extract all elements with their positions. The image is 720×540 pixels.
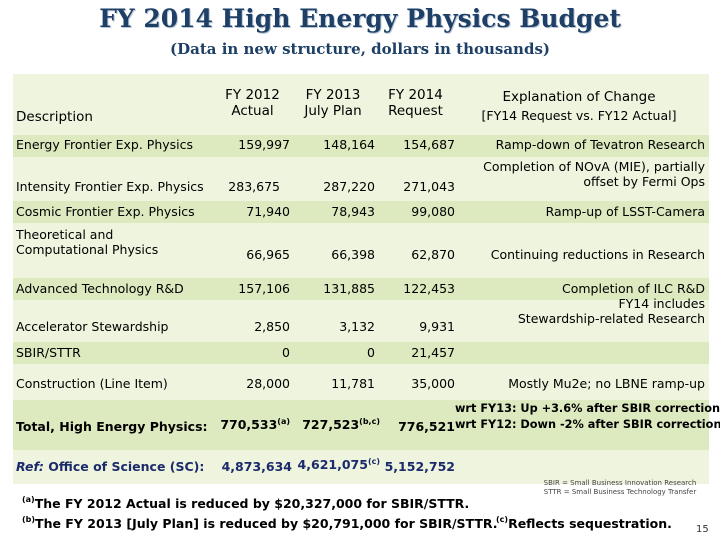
row-stripe-sbir bbox=[13, 342, 709, 364]
row-cosmic-fy2014: 99,080 bbox=[411, 204, 455, 219]
row-advanced-explanation: Completion of ILC R&D FY14 includes Stewar… bbox=[517, 281, 705, 326]
row-sbir-fy2012: 0 bbox=[282, 345, 290, 360]
row-cosmic-fy2012: 71,940 bbox=[246, 204, 290, 219]
row-construction-explanation: Mostly Mu2e; no LBNE ramp-up bbox=[508, 376, 705, 391]
ref-fy2012: 4,873,634 bbox=[221, 459, 292, 474]
row-intensity-fy2012: 283,675 bbox=[228, 179, 280, 194]
row-construction-fy2013: 11,781 bbox=[331, 376, 375, 391]
row-sbir-desc: SBIR/STTR bbox=[16, 345, 81, 360]
header-fy2014: FY 2014 Request bbox=[388, 87, 443, 119]
ref-desc: Ref: Office of Science (SC): bbox=[16, 459, 205, 474]
page-subtitle: (Data in new structure, dollars in thous… bbox=[170, 40, 550, 58]
header-fy2012: FY 2012 Actual bbox=[225, 87, 280, 119]
row-sbir-fy2013: 0 bbox=[367, 345, 375, 360]
total-desc: Total, High Energy Physics: bbox=[16, 419, 208, 434]
row-theory-desc: Theoretical and Computational Physics bbox=[16, 227, 159, 257]
header-fy2013: FY 2013 July Plan bbox=[304, 87, 362, 119]
row-energy-fy2012: 159,997 bbox=[238, 137, 290, 152]
row-energy-explanation: Ramp-down of Tevatron Research bbox=[495, 137, 705, 152]
row-intensity-fy2014: 271,043 bbox=[403, 179, 455, 194]
total-fy2014: 776,521 bbox=[398, 419, 455, 434]
row-stripe-energy bbox=[13, 135, 709, 157]
row-advanced-fy2012: 157,106 bbox=[238, 281, 290, 296]
row-cosmic-explanation: Ramp-up of LSST-Camera bbox=[545, 204, 705, 219]
row-theory-fy2014: 62,870 bbox=[411, 247, 455, 262]
sbir-definition: SBIR = Small Business Innovation Researc… bbox=[543, 479, 697, 487]
row-intensity-explanation: Completion of NOvA (MIE), partially offse… bbox=[483, 159, 705, 189]
total-fy2012: 770,533(a) bbox=[220, 417, 290, 432]
row-stewardship-fy2013: 3,132 bbox=[339, 319, 375, 334]
ref-fy2014: 5,152,752 bbox=[384, 459, 455, 474]
ref-fy2013: 4,621,075(c) bbox=[297, 457, 380, 472]
row-advanced-desc: Advanced Technology R&D bbox=[16, 281, 184, 296]
total-explanation: wrt FY13: Up +3.6% after SBIR correction… bbox=[455, 402, 720, 432]
row-advanced-fy2013: 131,885 bbox=[323, 281, 375, 296]
sttr-definition: STTR = Small Business Technology Transfe… bbox=[543, 488, 697, 496]
row-theory-explanation: Continuing reductions in Research bbox=[490, 247, 705, 262]
row-intensity-desc: Intensity Frontier Exp. Physics bbox=[16, 179, 204, 194]
row-cosmic-fy2013: 78,943 bbox=[331, 204, 375, 219]
row-energy-desc: Energy Frontier Exp. Physics bbox=[16, 137, 194, 152]
row-stripe-cosmic bbox=[13, 201, 709, 223]
row-energy-fy2013: 148,164 bbox=[323, 137, 375, 152]
row-intensity-fy2013: 287,220 bbox=[323, 179, 375, 194]
row-stewardship-fy2012: 2,850 bbox=[254, 319, 290, 334]
row-theory-fy2012: 66,965 bbox=[246, 247, 290, 262]
header-explanation: Explanation of Change [FY14 Request vs. … bbox=[481, 89, 677, 123]
page-title: FY 2014 High Energy Physics Budget bbox=[99, 4, 621, 33]
row-stewardship-fy2014: 9,931 bbox=[419, 319, 455, 334]
row-stripe-total bbox=[13, 400, 709, 450]
footnote-c: (c)Reflects sequestration. bbox=[496, 515, 672, 531]
row-cosmic-desc: Cosmic Frontier Exp. Physics bbox=[16, 204, 195, 219]
row-stripe-advanced bbox=[13, 278, 709, 300]
row-energy-fy2014: 154,687 bbox=[403, 137, 455, 152]
row-sbir-fy2014: 21,457 bbox=[411, 345, 455, 360]
row-construction-fy2014: 35,000 bbox=[411, 376, 455, 391]
row-advanced-fy2014: 122,453 bbox=[403, 281, 455, 296]
footnote-a: (a)The FY 2012 Actual is reduced by $20,… bbox=[22, 495, 470, 511]
row-theory-fy2013: 66,398 bbox=[331, 247, 375, 262]
header-description: Description bbox=[16, 109, 93, 125]
row-construction-desc: Construction (Line Item) bbox=[16, 376, 168, 391]
row-stewardship-desc: Accelerator Stewardship bbox=[16, 319, 169, 334]
footnote-b: (b)The FY 2013 [July Plan] is reduced by… bbox=[22, 515, 498, 531]
total-fy2013: 727,523(b,c) bbox=[302, 417, 380, 432]
page-number: 15 bbox=[696, 524, 709, 535]
row-construction-fy2012: 28,000 bbox=[246, 376, 290, 391]
